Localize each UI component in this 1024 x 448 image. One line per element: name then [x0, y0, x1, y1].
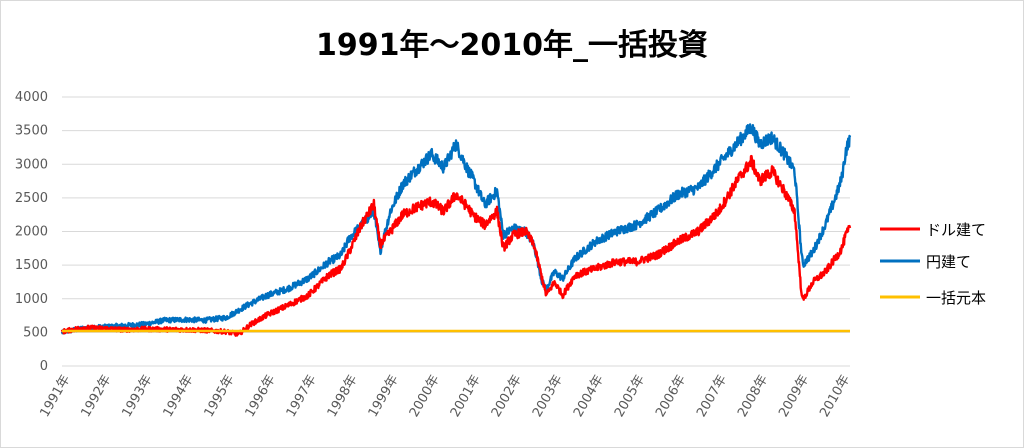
- x-tick-label: 2007年: [694, 373, 730, 420]
- x-tick-label: 2000年: [407, 373, 443, 420]
- x-tick-label: 2006年: [653, 373, 689, 420]
- legend-label-2: 一括元本: [926, 289, 986, 307]
- series-line-0: [60, 154, 852, 337]
- y-tick-label: 4000: [15, 90, 48, 105]
- x-tick-label: 1995年: [202, 373, 238, 420]
- series-line-1: [60, 123, 852, 335]
- x-tick-label: 2002年: [489, 373, 525, 420]
- legend-label-0: ドル建て: [926, 221, 986, 239]
- x-tick-label: 1993年: [120, 373, 156, 420]
- x-tick-label: 1994年: [161, 373, 197, 420]
- y-tick-label: 3000: [15, 157, 48, 172]
- y-tick-label: 1000: [15, 292, 48, 307]
- y-tick-label: 500: [23, 325, 48, 340]
- x-tick-label: 1992年: [78, 373, 114, 420]
- x-tick-label: 2010年: [817, 373, 853, 420]
- x-tick-label: 2005年: [612, 373, 648, 420]
- x-tick-label: 2001年: [448, 372, 484, 419]
- x-tick-label: 1997年: [284, 373, 320, 420]
- x-tick-label: 1999年: [366, 373, 402, 420]
- y-tick-label: 2500: [15, 191, 48, 206]
- y-tick-label: 2000: [15, 225, 48, 240]
- x-tick-label: 1998年: [325, 373, 361, 420]
- x-tick-label: 2008年: [735, 373, 771, 420]
- legend-label-1: 円建て: [926, 253, 971, 271]
- y-tick-label: 3500: [15, 124, 48, 139]
- chart-title: 1991年〜2010年_一括投資: [316, 28, 708, 63]
- x-tick-label: 2004年: [571, 373, 607, 420]
- x-tick-label: 1996年: [243, 373, 279, 420]
- y-tick-label: 1500: [15, 258, 48, 273]
- x-tick-label: 2003年: [530, 373, 566, 420]
- y-tick-label: 0: [40, 359, 48, 374]
- x-tick-label: 2009年: [776, 373, 812, 420]
- x-tick-label: 1991年: [37, 373, 73, 420]
